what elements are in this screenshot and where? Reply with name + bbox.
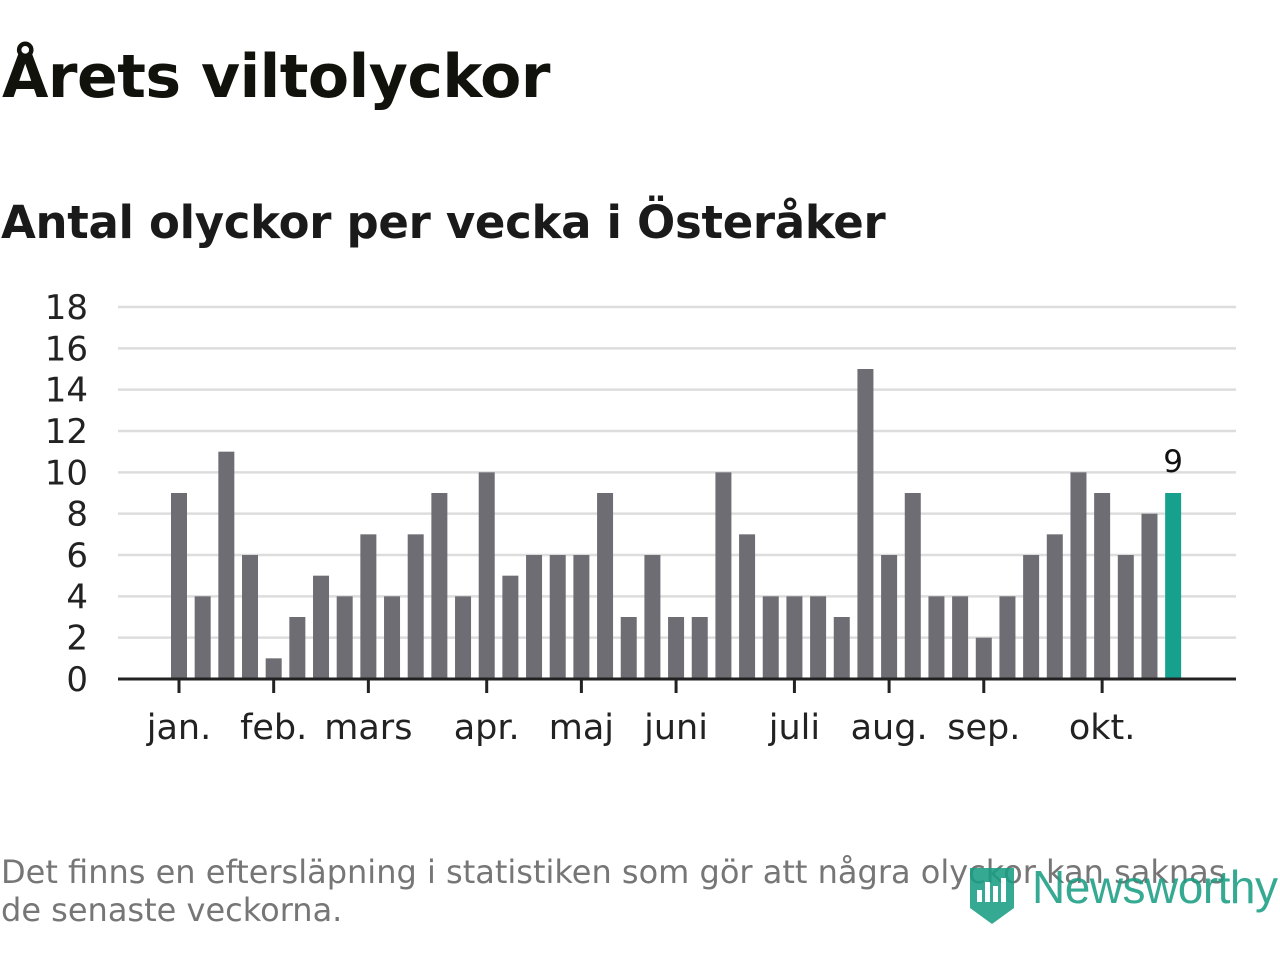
y-tick-label: 8 xyxy=(66,495,88,535)
bar xyxy=(833,617,850,679)
y-tick-label: 18 xyxy=(45,288,88,328)
bar xyxy=(739,534,756,679)
bar xyxy=(218,451,235,679)
bar-latest-week xyxy=(1165,493,1182,679)
y-tick-label: 10 xyxy=(45,453,88,493)
bar xyxy=(857,369,874,679)
x-tick-label-feb: feb. xyxy=(240,708,307,748)
bar xyxy=(1094,493,1111,679)
y-tick-label: 0 xyxy=(66,660,88,700)
bar xyxy=(455,596,472,679)
bar xyxy=(502,575,519,679)
bar xyxy=(810,596,827,679)
y-tick-label: 16 xyxy=(45,329,88,369)
y-tick-label: 2 xyxy=(66,619,88,659)
bars xyxy=(171,369,1182,679)
bar xyxy=(1023,555,1040,679)
x-tick-label-jan: jan. xyxy=(146,708,211,748)
bar xyxy=(1117,555,1134,679)
x-tick-label-juni: juni xyxy=(643,708,708,748)
bar xyxy=(384,596,401,679)
x-tick-label-apr: apr. xyxy=(454,708,520,748)
newsworthy-logo: Newsworthy xyxy=(966,860,1278,928)
bar xyxy=(289,617,306,679)
x-tick-label-mars: mars xyxy=(324,708,412,748)
bar xyxy=(431,493,448,679)
bar xyxy=(999,596,1016,679)
y-tick-label: 12 xyxy=(45,412,88,452)
bar xyxy=(881,555,898,679)
last-value-label: 9 xyxy=(1163,444,1183,480)
y-tick-label: 6 xyxy=(66,536,88,576)
bar xyxy=(1070,472,1087,679)
x-axis-month-labels: jan. feb. mars apr. maj juni juli aug. sep. okt. xyxy=(146,708,1136,748)
bar xyxy=(407,534,424,679)
data-labels: 9 xyxy=(1163,444,1183,480)
bar xyxy=(975,637,992,679)
bar xyxy=(928,596,945,679)
bar xyxy=(265,658,282,679)
bar xyxy=(526,555,543,679)
chart-title: Årets viltolyckor xyxy=(2,42,551,112)
x-tick-label-okt: okt. xyxy=(1069,708,1136,748)
bar xyxy=(573,555,590,679)
bar xyxy=(1046,534,1063,679)
bar xyxy=(1141,513,1158,679)
bar xyxy=(715,472,732,679)
bar xyxy=(478,472,495,679)
gridlines xyxy=(118,305,1236,639)
brand-name: Newsworthy xyxy=(1032,861,1278,913)
bar xyxy=(313,575,330,679)
x-tick-label-aug: aug. xyxy=(851,708,928,748)
bar xyxy=(668,617,685,679)
bar xyxy=(786,596,803,679)
bar xyxy=(360,534,377,679)
x-tick-label-sep: sep. xyxy=(947,708,1020,748)
bar xyxy=(336,596,353,679)
bar xyxy=(597,493,614,679)
chart-subtitle: Antal olyckor per vecka i Österåker xyxy=(1,196,886,249)
y-tick-label: 4 xyxy=(66,577,88,617)
bar xyxy=(644,555,661,679)
bar xyxy=(194,596,211,679)
bar xyxy=(904,493,921,679)
bar xyxy=(952,596,969,679)
newsworthy-logo-icon xyxy=(970,868,1014,924)
bar xyxy=(171,493,187,679)
x-tick-label-maj: maj xyxy=(549,708,614,748)
bar xyxy=(691,617,708,679)
x-tick-label-juli: juli xyxy=(768,708,820,748)
x-axis xyxy=(118,677,1236,693)
bar xyxy=(620,617,637,679)
footnote: Det finns en eftersläpning i statistiken… xyxy=(1,853,1226,929)
bar xyxy=(762,596,779,679)
bar xyxy=(242,555,259,679)
y-tick-label: 14 xyxy=(45,371,88,411)
bar xyxy=(549,555,566,679)
